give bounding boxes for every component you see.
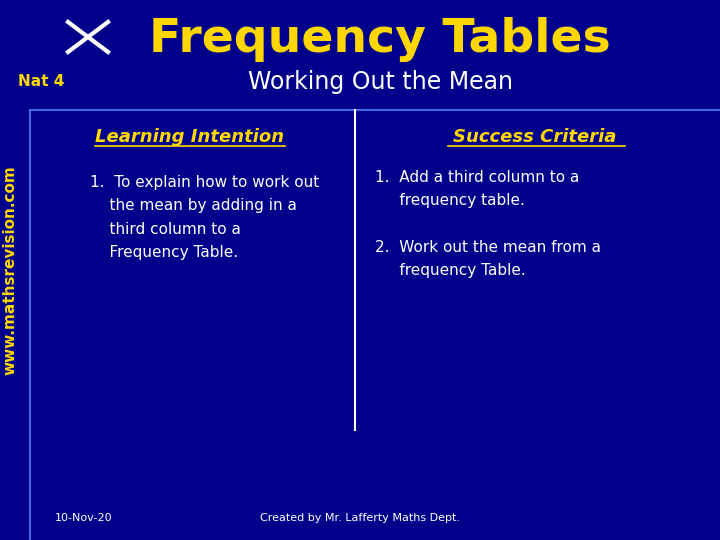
Text: Created by Mr. Lafferty Maths Dept.: Created by Mr. Lafferty Maths Dept. xyxy=(260,513,460,523)
Text: 2.  Work out the mean from a
     frequency Table.: 2. Work out the mean from a frequency Ta… xyxy=(375,240,601,279)
Text: Learning Intention: Learning Intention xyxy=(96,128,284,146)
Text: Nat 4: Nat 4 xyxy=(18,75,64,90)
Text: Working Out the Mean: Working Out the Mean xyxy=(248,70,513,94)
Text: 10-Nov-20: 10-Nov-20 xyxy=(55,513,112,523)
Text: 1.  Add a third column to a
     frequency table.: 1. Add a third column to a frequency tab… xyxy=(375,170,580,208)
Text: www.mathsrevision.com: www.mathsrevision.com xyxy=(2,165,17,375)
Text: 1.  To explain how to work out
    the mean by adding in a
    third column to a: 1. To explain how to work out the mean b… xyxy=(90,175,319,260)
Text: Frequency Tables: Frequency Tables xyxy=(149,17,611,63)
Text: Success Criteria: Success Criteria xyxy=(454,128,617,146)
